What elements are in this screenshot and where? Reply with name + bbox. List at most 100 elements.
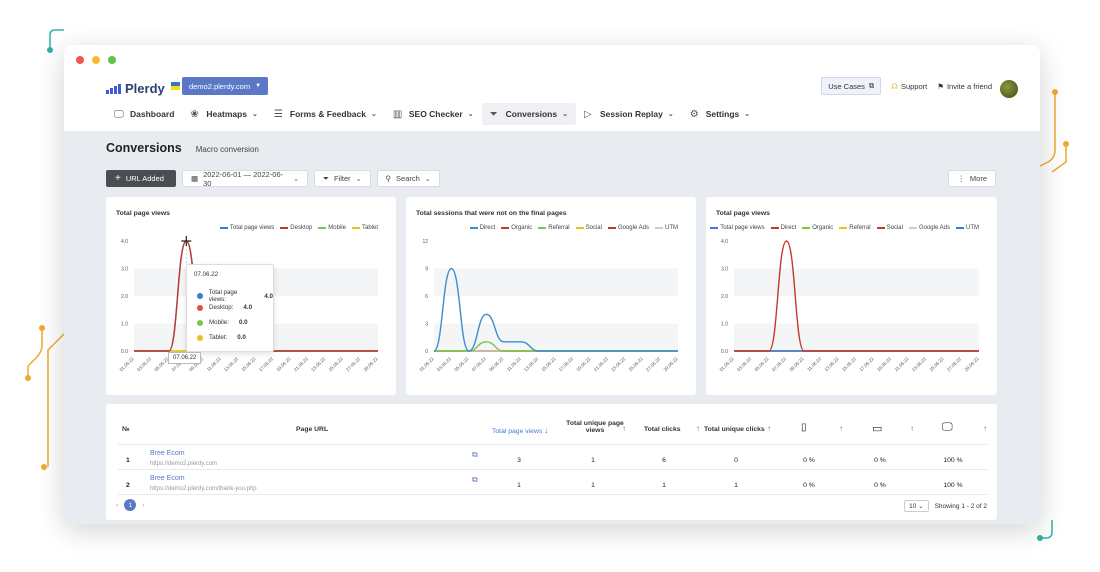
more-button[interactable]: ⋮ More <box>948 170 996 187</box>
divider <box>118 469 987 470</box>
header-unique-clicks[interactable]: Total unique clicks <box>704 426 765 433</box>
x-tick-label: 17.06.22 <box>859 356 875 372</box>
legend-label: Organic <box>511 225 533 231</box>
chart-plot[interactable]: 0.01.02.03.04.001.06.22 03.06.22 05.06.22 0… <box>706 197 997 395</box>
header-total-clicks[interactable]: Total clicks <box>644 426 681 433</box>
nav-item-seo-checker[interactable]: ▥ SEO Checker ⌄ <box>385 103 482 125</box>
legend-item[interactable]: Google Ads <box>908 225 950 231</box>
sort-up-icon[interactable]: ↑ <box>910 424 914 433</box>
external-link-icon[interactable]: ⧉ <box>472 475 478 484</box>
domain-selector[interactable]: demo2.plerdy.com ▼ <box>182 77 268 95</box>
chart-plot[interactable]: 0 3 6 9 12 01.06.22 03.06.22 05.06.22 07.06.22 09… <box>406 197 696 395</box>
chevron-right-icon[interactable]: › <box>142 501 145 509</box>
filter-icon: ⏷ <box>323 173 329 183</box>
use-cases-button[interactable]: Use Cases ⧉ <box>821 77 882 95</box>
invite-friend-link[interactable]: ⚑ Invite a friend <box>937 79 1018 98</box>
x-tick-label: 25.06.22 <box>628 356 644 372</box>
legend-item[interactable]: Total page views <box>219 225 274 231</box>
page-name-link[interactable]: Bree Ecom <box>150 475 185 482</box>
nav-item-dashboard[interactable]: 🖵 Dashboard <box>106 103 182 125</box>
tooltip-row: Desktop: 4.0 <box>197 304 252 311</box>
legend-item[interactable]: Social <box>575 225 602 231</box>
legend-label: Direct <box>479 225 496 231</box>
domain-label: demo2.plerdy.com <box>188 81 251 91</box>
per-page-select[interactable]: 10 ⌄ <box>904 500 929 512</box>
cell-unique-views: 1 <box>591 457 595 464</box>
pagination: ‹ 1 › <box>116 499 145 511</box>
per-page-value: 10 <box>909 503 917 510</box>
series-line-direct <box>433 267 678 352</box>
page-name-link[interactable]: Bree Ecom <box>150 450 185 457</box>
tooltip-row: Total page views: 4.0 <box>197 289 273 303</box>
legend-item[interactable]: Organic <box>802 225 833 231</box>
legend-item[interactable]: Referral <box>538 225 570 231</box>
page-url: https://demo2.plerdy.com/thank-you.php <box>150 486 257 492</box>
legend-item[interactable]: Desktop <box>280 225 312 231</box>
legend-item[interactable]: Organic <box>501 225 532 231</box>
legend-label: Referral <box>849 225 871 231</box>
legend-swatch <box>607 227 616 229</box>
nav-item-forms-feedback[interactable]: ☰ Forms & Feedback ⌄ <box>266 103 385 125</box>
logo-text: Plerdy <box>125 81 165 96</box>
nav-item-session-replay[interactable]: ▷ Session Replay ⌄ <box>576 103 682 125</box>
support-link[interactable]: ☊ Support <box>891 82 927 91</box>
legend-item[interactable]: Social <box>876 225 903 231</box>
header-unique-page-views[interactable]: Total unique page views <box>560 420 630 434</box>
x-tick-label: 09.06.22 <box>789 356 805 372</box>
header-total-page-views[interactable]: Total page views ↓ <box>492 426 548 435</box>
tablet-icon: ▭ <box>872 423 883 435</box>
sort-up-icon[interactable]: ↑ <box>983 424 987 433</box>
nav-item-heatmaps[interactable]: ❀ Heatmaps ⌄ <box>182 103 266 125</box>
legend-label: Google Ads <box>918 225 950 231</box>
page-number[interactable]: 1 <box>124 499 137 511</box>
y-tick-label: 12 <box>422 239 428 245</box>
legend-item[interactable]: Total page views <box>710 225 765 231</box>
legend-item[interactable]: Direct <box>469 225 496 231</box>
x-tick-label: 13.06.22 <box>223 356 239 372</box>
legend-item[interactable]: UTM <box>655 225 678 231</box>
cell-desktop: 100 % <box>943 457 963 464</box>
legend-item[interactable]: Google Ads <box>607 225 649 231</box>
plerdy-logo[interactable]: Plerdy <box>106 81 180 96</box>
x-tick-label: 03.06.22 <box>136 356 152 372</box>
avatar[interactable] <box>1000 79 1018 98</box>
showing-label: Showing 1 - 2 of 2 <box>934 502 987 510</box>
x-tick-label: 05.06.22 <box>754 356 770 372</box>
x-tick-label: 17.06.22 <box>558 356 574 372</box>
x-tick-label: 13.06.22 <box>523 356 539 372</box>
ukraine-flag-icon <box>170 81 180 90</box>
legend-label: Desktop <box>290 225 313 231</box>
external-link-icon[interactable]: ⧉ <box>472 450 478 459</box>
chevron-down-icon: ⌄ <box>424 175 431 183</box>
minimize-dot[interactable] <box>92 56 100 64</box>
legend-item[interactable]: Referral <box>839 225 871 231</box>
legend-swatch <box>351 227 360 229</box>
sort-up-icon[interactable]: ↑ <box>622 424 626 433</box>
filter-button[interactable]: ⏷ Filter ⌄ <box>314 170 371 187</box>
nav-item-settings[interactable]: ⚙ Settings ⌄ <box>682 103 758 125</box>
nav-item-conversions[interactable]: ⏷ Conversions ⌄ <box>481 103 576 125</box>
url-added-button[interactable]: + URL Added <box>106 170 176 187</box>
sort-up-icon[interactable]: ↑ <box>839 424 843 433</box>
tooltip-date: 07.06.22 <box>194 271 219 278</box>
x-tick-label: 23.06.22 <box>911 356 927 372</box>
chevron-left-icon[interactable]: ‹ <box>116 501 119 509</box>
legend-item[interactable]: UTM <box>956 225 979 231</box>
chart-card-page-views-source: Total page views Total page views Direct O… <box>706 197 997 395</box>
sort-up-icon[interactable]: ↑ <box>767 424 771 433</box>
sort-up-icon[interactable]: ↑ <box>696 424 700 433</box>
tooltip-color-dot <box>197 293 203 299</box>
series-line-direct <box>733 240 979 352</box>
divider <box>118 444 987 445</box>
chart-title: Total page views <box>116 210 170 217</box>
legend-item[interactable]: Direct <box>770 225 796 231</box>
tooltip-color-dot <box>197 304 203 311</box>
gift-icon: ⚑ <box>937 81 944 91</box>
legend-swatch <box>839 227 848 229</box>
legend-item[interactable]: Mobile <box>318 225 346 231</box>
close-dot[interactable] <box>76 56 84 64</box>
search-button[interactable]: ⚲ Search ⌄ <box>376 170 440 187</box>
maximize-dot[interactable] <box>108 56 116 64</box>
date-range-picker[interactable]: ▦ 2022-06-01 — 2022-06-30 ⌄ <box>182 170 308 188</box>
legend-item[interactable]: Tablet <box>351 225 378 231</box>
